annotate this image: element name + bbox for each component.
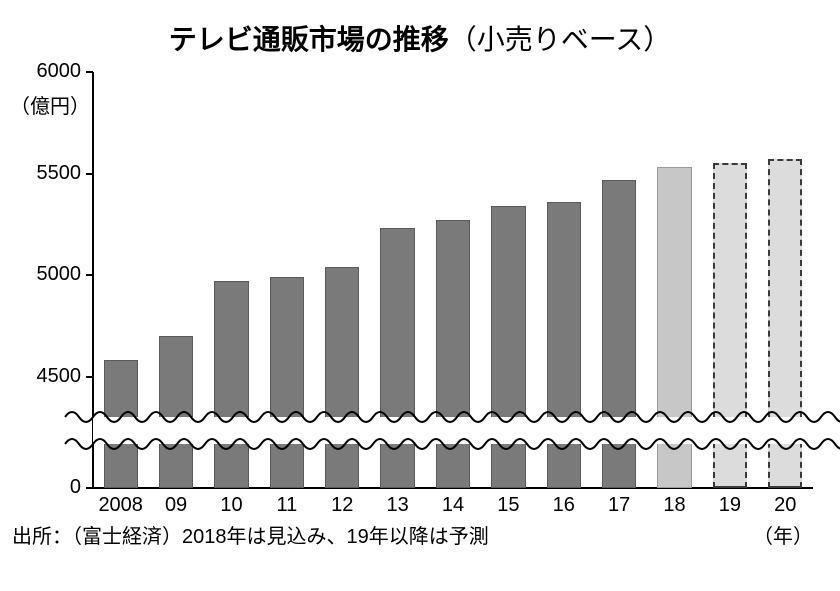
y-tick-5500: 5500 <box>0 162 81 185</box>
x-tick-15: 15 <box>497 494 519 517</box>
bar-12 <box>325 267 359 488</box>
x-tick-12: 12 <box>331 494 353 517</box>
chart-title-main: テレビ通販市場の推移 <box>169 24 449 55</box>
axis-break <box>93 417 813 444</box>
chart-title: テレビ通販市場の推移（小売りベース） <box>0 18 840 58</box>
y-tick-4500: 4500 <box>0 365 81 388</box>
x-tick-14: 14 <box>442 494 464 517</box>
y-tick-mark <box>86 173 93 175</box>
x-tick-19: 19 <box>719 494 741 517</box>
y-tick-mark <box>86 274 93 276</box>
plot-area <box>93 72 813 488</box>
x-tick-09: 09 <box>165 494 187 517</box>
y-tick-0: 0 <box>0 476 81 499</box>
y-tick-mark <box>86 71 93 73</box>
x-tick-18: 18 <box>663 494 685 517</box>
chart-title-sub: （小売りベース） <box>449 24 672 55</box>
x-tick-13: 13 <box>386 494 408 517</box>
x-tick-10: 10 <box>220 494 242 517</box>
x-tick-11: 11 <box>276 494 297 517</box>
y-tick-5000: 5000 <box>0 263 81 286</box>
x-tick-17: 17 <box>608 494 630 517</box>
x-tick-16: 16 <box>553 494 575 517</box>
y-tick-6000: 6000 <box>0 60 81 83</box>
bar-11 <box>270 277 304 488</box>
x-tick-2008: 2008 <box>98 494 143 517</box>
bar-10 <box>214 281 248 488</box>
y-tick-mark <box>86 376 93 378</box>
source-note: 出所：（富士経済）2018年は見込み、19年以降は予測 <box>12 520 489 549</box>
x-tick-20: 20 <box>774 494 796 517</box>
y-tick-mark <box>86 487 93 489</box>
chart-container: テレビ通販市場の推移（小売りベース） （億円） （年） 出所：（富士経済）201… <box>0 0 840 591</box>
y-axis-unit-label: （億円） <box>10 90 90 119</box>
x-axis-unit-label: （年） <box>753 520 813 549</box>
